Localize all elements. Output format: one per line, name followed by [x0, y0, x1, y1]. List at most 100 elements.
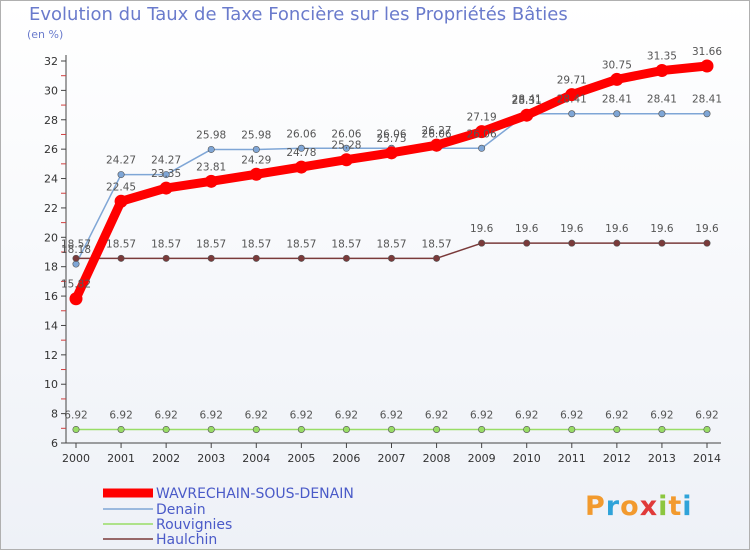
chart-title: Evolution du Taux de Taxe Foncière sur l…: [29, 4, 568, 25]
y-tick-label: 22: [44, 202, 58, 215]
data-label-denain: 28.41: [647, 94, 677, 106]
legend-label-haulchin: Haulchin: [156, 532, 217, 548]
x-tick-label: 2006: [332, 452, 360, 465]
point-denain: [568, 110, 576, 118]
point-wavrechain-sous-denain: [430, 138, 444, 152]
data-label-rouvignies: 6.92: [64, 409, 87, 421]
point-denain: [297, 144, 305, 152]
data-label-rouvignies: 6.92: [560, 409, 583, 421]
point-denain: [207, 145, 215, 153]
legend: WAVRECHAIN-SOUS-DENAINDenainRouvigniesHa…: [103, 486, 354, 548]
data-label-wavrechain-sous-denain: 24.29: [241, 154, 271, 166]
logo-letter: i: [682, 491, 693, 522]
data-label-wavrechain-sous-denain: 25.28: [331, 140, 361, 152]
data-label-haulchin: 19.6: [560, 223, 584, 235]
point-denain: [658, 110, 666, 118]
logo-letter: o: [620, 491, 640, 522]
point-haulchin: [387, 254, 395, 262]
point-haulchin: [72, 254, 80, 262]
data-label-wavrechain-sous-denain: 27.19: [467, 112, 497, 124]
point-rouvignies: [613, 425, 621, 433]
point-haulchin: [117, 254, 125, 262]
data-label-haulchin: 18.57: [196, 238, 226, 250]
point-wavrechain-sous-denain: [69, 292, 83, 306]
y-tick-label: 26: [44, 143, 58, 156]
y-tick-label: 32: [44, 55, 58, 68]
y-tick-label: 16: [44, 290, 58, 303]
x-tick-label: 2011: [558, 452, 586, 465]
y-axis-unit-label: (en %): [27, 28, 64, 41]
point-wavrechain-sous-denain: [700, 59, 714, 73]
x-tick-label: 2003: [197, 452, 225, 465]
data-label-haulchin: 19.6: [605, 223, 629, 235]
y-tick-label: 8: [51, 408, 58, 421]
data-label-wavrechain-sous-denain: 26.27: [422, 125, 452, 137]
point-wavrechain-sous-denain: [655, 64, 669, 78]
logo-letter: P: [585, 491, 606, 522]
point-haulchin: [342, 254, 350, 262]
data-label-rouvignies: 6.92: [650, 409, 673, 421]
axes: 6 8 10 12 14 16 18 20 22 24 26 28 30 32 2000 2001 2002 20…: [44, 55, 721, 465]
legend-label-wavrechain-sous-denain: WAVRECHAIN-SOUS-DENAIN: [156, 486, 354, 502]
point-wavrechain-sous-denain: [114, 194, 128, 208]
series-haulchin: [72, 239, 711, 262]
point-haulchin: [252, 254, 260, 262]
logo-letter: i: [658, 491, 669, 522]
data-label-haulchin: 18.57: [286, 238, 316, 250]
data-label-denain: 26.06: [467, 128, 497, 140]
point-haulchin: [162, 254, 170, 262]
data-label-rouvignies: 6.92: [605, 409, 628, 421]
point-denain: [117, 171, 125, 179]
point-rouvignies: [387, 425, 395, 433]
point-rouvignies: [207, 425, 215, 433]
point-wavrechain-sous-denain: [475, 125, 489, 139]
data-label-rouvignies: 6.92: [695, 409, 718, 421]
data-label-haulchin: 18.57: [151, 238, 181, 250]
proxiti-logo: Proxiti: [585, 491, 693, 522]
data-label-rouvignies: 6.92: [200, 409, 223, 421]
data-label-wavrechain-sous-denain: 29.71: [557, 75, 587, 87]
y-tick-label: 6: [51, 437, 58, 450]
point-wavrechain-sous-denain: [249, 167, 263, 181]
data-label-denain: 26.06: [286, 128, 316, 140]
data-label-wavrechain-sous-denain: 31.35: [647, 51, 677, 63]
point-haulchin: [433, 254, 441, 262]
point-rouvignies: [658, 425, 666, 433]
data-label-wavrechain-sous-denain: 22.45: [106, 181, 136, 193]
series-rouvignies: [72, 425, 711, 433]
logo-letter: t: [668, 491, 683, 522]
logo-letter: r: [605, 491, 621, 522]
data-label-haulchin: 18.57: [241, 238, 271, 250]
point-denain: [613, 110, 621, 118]
point-haulchin: [703, 239, 711, 247]
point-wavrechain-sous-denain: [520, 108, 534, 122]
point-rouvignies: [297, 425, 305, 433]
y-tick-label: 10: [44, 378, 58, 391]
data-label-rouvignies: 6.92: [470, 409, 493, 421]
y-tick-label: 20: [44, 231, 58, 244]
data-label-wavrechain-sous-denain: 23.81: [196, 161, 226, 173]
data-label-wavrechain-sous-denain: 15.82: [61, 279, 91, 291]
point-haulchin: [568, 239, 576, 247]
data-label-denain: 26.06: [331, 128, 361, 140]
point-wavrechain-sous-denain: [385, 146, 398, 160]
point-rouvignies: [478, 425, 486, 433]
x-tick-label: 2000: [62, 452, 90, 465]
data-label-denain: 28.41: [512, 94, 542, 106]
legend-label-rouvignies: Rouvignies: [156, 517, 232, 533]
x-tick-label: 2007: [378, 452, 406, 465]
series-layer: [69, 59, 714, 433]
point-rouvignies: [568, 425, 576, 433]
x-tick-label: 2014: [693, 452, 721, 465]
point-wavrechain-sous-denain: [204, 174, 218, 188]
point-haulchin: [658, 239, 666, 247]
y-tick-label: 12: [44, 349, 58, 362]
point-denain: [703, 110, 711, 118]
point-rouvignies: [72, 425, 80, 433]
data-label-rouvignies: 6.92: [380, 409, 403, 421]
point-rouvignies: [252, 425, 260, 433]
y-tick-label: 18: [44, 261, 58, 274]
point-rouvignies: [523, 425, 531, 433]
point-wavrechain-sous-denain: [159, 181, 173, 195]
